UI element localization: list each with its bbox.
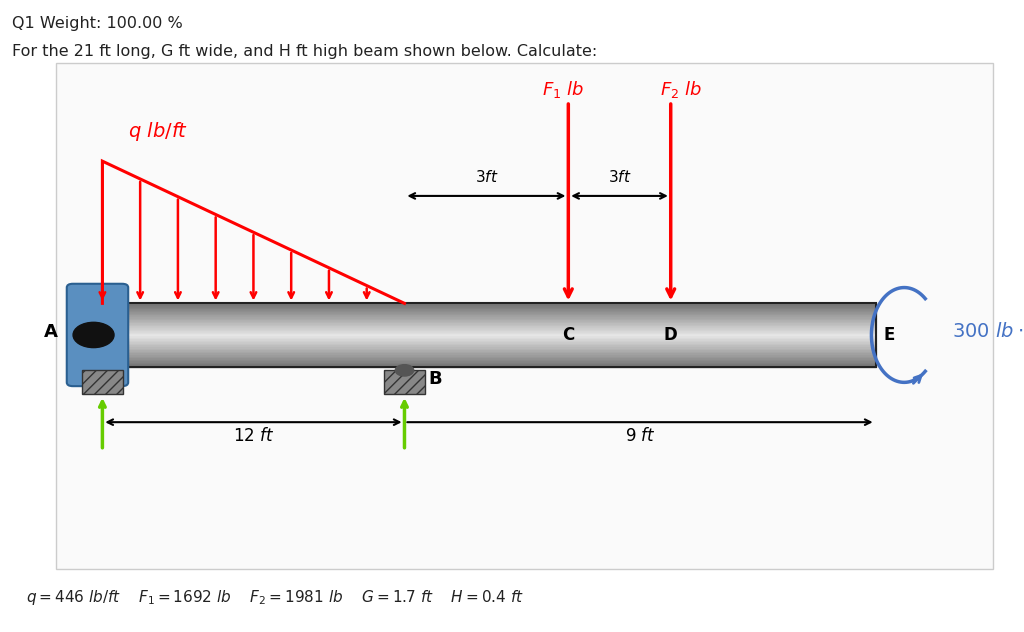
FancyBboxPatch shape xyxy=(67,284,128,386)
Bar xyxy=(102,353,876,354)
Bar xyxy=(384,370,425,394)
Text: $300\ \mathit{lb} \cdot \mathit{ft}$: $300\ \mathit{lb} \cdot \mathit{ft}$ xyxy=(952,322,1024,341)
Bar xyxy=(102,334,876,335)
Bar xyxy=(102,359,876,360)
Bar xyxy=(102,340,876,341)
Text: $q\ \mathit{lb/ft}$: $q\ \mathit{lb/ft}$ xyxy=(128,120,188,143)
Bar xyxy=(102,308,876,310)
Text: D: D xyxy=(664,326,678,344)
Bar xyxy=(102,348,876,349)
Text: $F_2\ \mathit{lb}$: $F_2\ \mathit{lb}$ xyxy=(659,79,702,100)
Bar xyxy=(102,355,876,357)
Bar xyxy=(102,324,876,325)
Text: B: B xyxy=(428,370,442,388)
Text: E: E xyxy=(883,326,895,344)
Bar xyxy=(102,329,876,331)
Bar xyxy=(102,344,876,346)
Text: C: C xyxy=(562,326,574,344)
Bar xyxy=(102,349,876,351)
Bar xyxy=(82,370,123,394)
Text: $9\ ft$: $9\ ft$ xyxy=(625,427,655,445)
Text: $F_1\ \mathit{lb}$: $F_1\ \mathit{lb}$ xyxy=(542,79,585,100)
Bar xyxy=(102,310,876,312)
Bar xyxy=(102,362,876,363)
Bar xyxy=(102,303,876,367)
Bar xyxy=(102,318,876,319)
Bar xyxy=(102,322,876,324)
Bar xyxy=(102,338,876,340)
Text: $q = 446\ lb/ft$    $F_1 = 1692\ lb$    $F_2 = 1981\ lb$    $G = 1.7\ ft$    $H : $q = 446\ lb/ft$ $F_1 = 1692\ lb$ $F_2 =… xyxy=(26,588,524,607)
Bar xyxy=(102,346,876,348)
Text: $3ft$: $3ft$ xyxy=(475,169,498,185)
Bar xyxy=(102,321,876,322)
Bar xyxy=(102,303,876,305)
Bar xyxy=(102,305,876,307)
Bar xyxy=(102,325,876,327)
Bar xyxy=(102,341,876,343)
Bar xyxy=(102,316,876,317)
Text: Q1 Weight: 100.00 %: Q1 Weight: 100.00 % xyxy=(12,16,183,31)
Bar xyxy=(102,327,876,329)
Bar xyxy=(102,354,876,355)
Bar xyxy=(102,360,876,362)
FancyBboxPatch shape xyxy=(56,63,993,569)
Bar xyxy=(102,336,876,338)
Bar xyxy=(102,313,876,315)
Bar xyxy=(102,307,876,308)
Circle shape xyxy=(395,365,414,376)
Text: $3ft$: $3ft$ xyxy=(608,169,631,185)
Bar xyxy=(102,335,876,336)
Text: For the 21 ft long, G ft wide, and H ft high beam shown below. Calculate:: For the 21 ft long, G ft wide, and H ft … xyxy=(12,44,598,59)
Bar xyxy=(102,315,876,316)
Bar xyxy=(102,312,876,313)
Bar xyxy=(102,331,876,332)
Bar xyxy=(102,332,876,334)
Text: $12\ ft$: $12\ ft$ xyxy=(232,427,274,445)
Bar xyxy=(102,319,876,321)
Bar xyxy=(102,351,876,352)
Bar xyxy=(102,343,876,344)
Bar xyxy=(102,363,876,365)
Bar xyxy=(102,365,876,367)
Text: A: A xyxy=(43,323,57,341)
Circle shape xyxy=(73,322,114,348)
Bar xyxy=(102,357,876,359)
